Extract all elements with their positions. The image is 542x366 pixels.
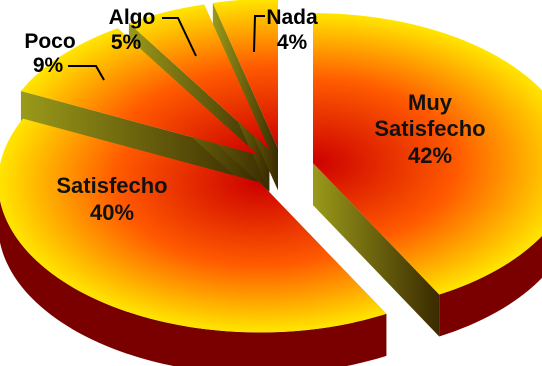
slice-label-nada-line1: Nada	[266, 6, 318, 29]
slice-pct-muy-satisfecho: 42%	[408, 143, 452, 168]
slice-label-poco-line1: Poco	[24, 30, 75, 53]
slice-label-satisfecho-line1: Satisfecho	[56, 173, 167, 198]
slice-label-satisfecho: Satisfecho 40%	[56, 173, 167, 225]
slice-pct-algo: 5%	[111, 31, 142, 54]
slice-label-algo: Algo 5%	[109, 6, 197, 57]
slice-algo	[128, 4, 270, 150]
slice-label-muy-satisfecho-line2: Satisfecho	[374, 116, 485, 141]
leader-line-nada	[253, 15, 265, 53]
slice-satisfecho	[0, 118, 387, 333]
slice-label-muy-satisfecho: Muy Satisfecho 42%	[374, 90, 485, 168]
leader-line-poco	[68, 65, 105, 81]
pie-tops	[0, 0, 542, 333]
slice-wall-muy-satisfecho-end	[312, 163, 440, 337]
slice-pct-nada: 4%	[277, 31, 308, 54]
slice-side-muy-satisfecho-0	[439, 235, 542, 337]
leader-line-algo	[162, 17, 197, 57]
slice-side-satisfecho-0	[0, 200, 387, 366]
slice-poco	[20, 28, 258, 155]
slice-label-poco: Poco 9%	[24, 30, 105, 81]
slice-pct-satisfecho: 40%	[90, 200, 134, 225]
slice-label-nada: Nada 4%	[253, 6, 318, 54]
slice-label-muy-satisfecho-line1: Muy	[408, 90, 453, 115]
slice-label-algo-line1: Algo	[109, 6, 156, 29]
slice-nada	[212, 0, 278, 149]
slice-muy-satisfecho	[312, 13, 542, 295]
slice-pct-poco: 9%	[33, 54, 64, 77]
